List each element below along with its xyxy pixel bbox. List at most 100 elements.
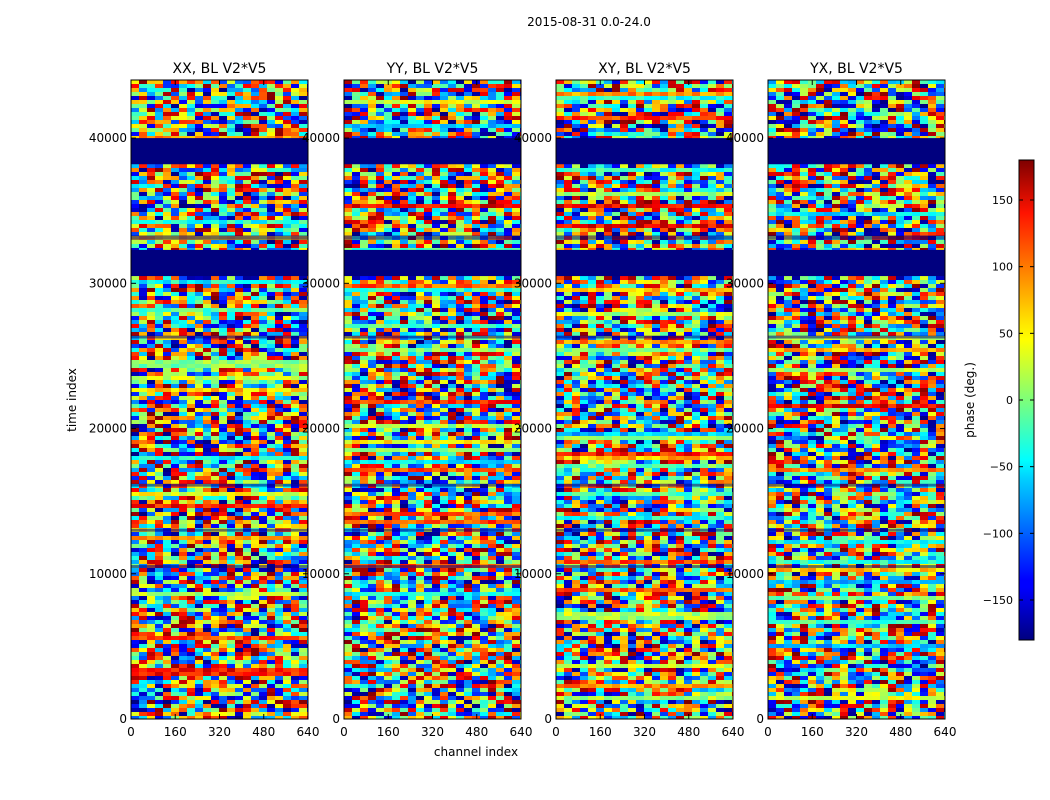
heatmap-cell bbox=[251, 208, 259, 212]
heatmap-cell bbox=[179, 640, 187, 644]
heatmap-cell bbox=[139, 544, 147, 548]
heatmap-cell bbox=[251, 548, 259, 552]
heatmap-cell bbox=[211, 692, 219, 696]
heatmap-cell bbox=[195, 360, 203, 364]
heatmap-cell bbox=[195, 700, 203, 704]
heatmap-cell bbox=[512, 224, 520, 228]
heatmap-cell bbox=[219, 464, 227, 468]
heatmap-cell bbox=[235, 96, 243, 100]
heatmap-cell bbox=[456, 284, 464, 288]
heatmap-cell bbox=[155, 112, 163, 116]
heatmap-cell bbox=[283, 412, 291, 416]
heatmap-cell bbox=[432, 284, 440, 288]
heatmap-cell bbox=[432, 164, 440, 168]
heatmap-cell bbox=[504, 132, 512, 136]
heatmap-cell bbox=[432, 168, 440, 172]
heatmap-cell bbox=[291, 132, 299, 136]
heatmap-cell bbox=[291, 112, 299, 116]
heatmap-cell bbox=[283, 680, 291, 684]
heatmap-cell bbox=[227, 328, 235, 332]
heatmap-cell bbox=[219, 716, 227, 719]
heatmap-cell bbox=[219, 568, 227, 572]
heatmap-cell bbox=[344, 100, 352, 104]
heatmap-cell bbox=[219, 168, 227, 172]
heatmap-cell bbox=[179, 216, 187, 220]
heatmap-cell bbox=[235, 352, 243, 356]
heatmap-cell bbox=[408, 284, 416, 288]
heatmap-cell bbox=[211, 704, 219, 708]
heatmap-cell bbox=[456, 244, 464, 248]
heatmap-cell bbox=[504, 288, 512, 292]
heatmap-cell bbox=[291, 684, 299, 688]
heatmap-cell bbox=[408, 172, 416, 176]
heatmap-cell bbox=[147, 612, 155, 616]
heatmap-cell bbox=[283, 472, 291, 476]
heatmap-cell bbox=[259, 424, 267, 428]
heatmap-cell bbox=[251, 276, 259, 280]
heatmap-cell bbox=[211, 228, 219, 232]
heatmap-cell bbox=[195, 196, 203, 200]
heatmap-cell bbox=[171, 388, 179, 392]
heatmap-cell bbox=[147, 364, 155, 368]
heatmap-cell bbox=[219, 200, 227, 204]
heatmap-cell bbox=[299, 596, 307, 600]
heatmap-cell bbox=[299, 104, 307, 108]
heatmap-cell bbox=[179, 352, 187, 356]
heatmap-cell bbox=[171, 460, 179, 464]
heatmap-cell bbox=[299, 80, 307, 84]
heatmap-cell bbox=[352, 80, 360, 84]
heatmap-cell bbox=[299, 276, 307, 280]
heatmap-cell bbox=[203, 172, 211, 176]
heatmap-cell bbox=[243, 100, 251, 104]
heatmap-cell bbox=[275, 112, 283, 116]
heatmap-cell bbox=[267, 180, 275, 184]
heatmap-cell bbox=[139, 556, 147, 560]
heatmap-cell bbox=[416, 84, 424, 88]
heatmap-cell bbox=[480, 116, 488, 120]
heatmap-cell bbox=[376, 292, 384, 296]
heatmap-cell bbox=[291, 400, 299, 404]
heatmap-cell bbox=[251, 344, 259, 348]
heatmap-cell bbox=[203, 668, 211, 672]
heatmap-cell bbox=[147, 276, 155, 280]
heatmap-cell bbox=[504, 116, 512, 120]
heatmap-cell bbox=[211, 188, 219, 192]
heatmap-cell bbox=[187, 688, 195, 692]
heatmap-cell bbox=[179, 560, 187, 564]
heatmap-cell bbox=[456, 280, 464, 284]
heatmap-cell bbox=[392, 204, 400, 208]
heatmap-cell bbox=[227, 560, 235, 564]
heatmap-cell bbox=[384, 136, 392, 140]
heatmap-cell bbox=[275, 576, 283, 580]
heatmap-cell bbox=[448, 132, 456, 136]
heatmap-cell bbox=[155, 680, 163, 684]
heatmap-cell bbox=[179, 620, 187, 624]
heatmap-cell bbox=[352, 120, 360, 124]
heatmap-cell bbox=[368, 132, 376, 136]
heatmap-cell bbox=[456, 164, 464, 168]
heatmap-cell bbox=[187, 392, 195, 396]
heatmap-cell bbox=[171, 200, 179, 204]
heatmap-cell bbox=[400, 212, 408, 216]
heatmap-cell bbox=[440, 100, 448, 104]
heatmap-cell bbox=[283, 228, 291, 232]
heatmap-cell bbox=[171, 628, 179, 632]
heatmap-cell bbox=[219, 532, 227, 536]
heatmap-cell bbox=[179, 312, 187, 316]
heatmap-cell bbox=[243, 608, 251, 612]
y-tick-label: 20000 bbox=[89, 422, 127, 436]
heatmap-cell bbox=[195, 716, 203, 719]
heatmap-cell bbox=[283, 544, 291, 548]
heatmap-cell bbox=[219, 612, 227, 616]
heatmap-cell bbox=[259, 92, 267, 96]
heatmap-cell bbox=[131, 444, 139, 448]
heatmap-cell bbox=[251, 540, 259, 544]
heatmap-cell bbox=[259, 596, 267, 600]
heatmap-cell bbox=[243, 428, 251, 432]
heatmap-cell bbox=[344, 208, 352, 212]
heatmap-cell bbox=[187, 676, 195, 680]
heatmap-cell bbox=[163, 212, 171, 216]
heatmap-cell bbox=[488, 284, 496, 288]
heatmap-cell bbox=[456, 232, 464, 236]
heatmap-cell bbox=[259, 680, 267, 684]
